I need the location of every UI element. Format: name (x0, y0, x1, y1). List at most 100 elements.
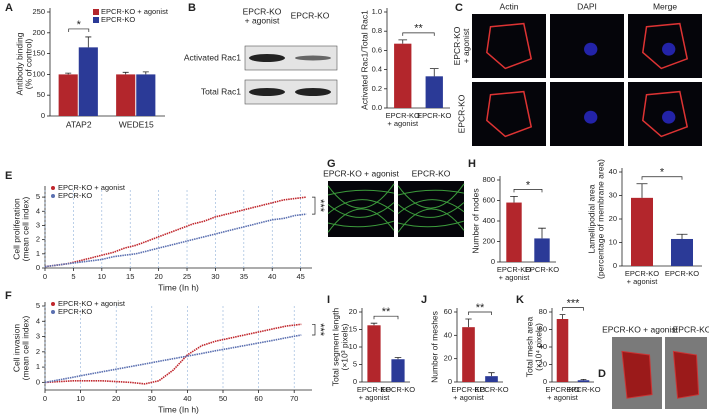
label-line: + agonist (499, 273, 531, 282)
y-tick-label: 1 (36, 362, 40, 371)
y-tick-label: 0 (543, 377, 547, 386)
panel-letter: G (327, 158, 336, 170)
error-bar (85, 36, 92, 48)
x-tick-label: 30 (148, 394, 156, 403)
blot-row-label: Total Rac1 (201, 86, 241, 96)
y-tick-label: 0 (613, 261, 617, 270)
bar (136, 74, 156, 116)
network (327, 208, 395, 233)
y-axis-label: Cell invasion (mean cell index) (11, 315, 30, 380)
bar (577, 380, 590, 382)
label-line: EPCR-KO (381, 385, 415, 394)
label-line: Antibody binding (14, 32, 24, 95)
y-tick-label: 0 (448, 377, 452, 386)
column-label: EPCR-KO (673, 324, 709, 334)
bar (116, 74, 136, 116)
y-tick-label: 0 (41, 111, 45, 120)
y-tick-label: 400 (482, 216, 495, 225)
y-tick-label: 200 (32, 28, 45, 37)
nucleus (662, 42, 676, 56)
nucleus (662, 110, 676, 124)
y-axis-label: Total segment length (×10³ pixels) (330, 308, 349, 387)
significance-bracket (312, 196, 316, 215)
y-axis-label: Cell proliferation (mean cell index) (11, 196, 30, 261)
significance-bracket (312, 323, 316, 336)
blot-band (295, 88, 331, 96)
label-line: + agonist (461, 28, 471, 63)
legend-marker (51, 194, 55, 198)
y-tick-label: 30 (609, 190, 617, 199)
y-tick-label: 2 (36, 235, 40, 244)
significance: ** (414, 23, 423, 35)
y-axis-label: Antibody binding (% of control) (14, 32, 33, 95)
y-tick-label: 20 (609, 214, 617, 223)
x-axis-label: Time (In h) (158, 282, 199, 292)
series-line (44, 196, 307, 268)
column-label: EPCR-KO (412, 168, 451, 178)
significance-bracket (373, 315, 399, 320)
nucleus (584, 110, 598, 124)
bar (391, 359, 405, 382)
label-line: EPCR-KO (243, 6, 282, 16)
legend-label: EPCR-KO (101, 15, 135, 24)
label-line: EPCR-KO (665, 269, 699, 278)
significance-group: *** (314, 199, 326, 213)
legend-marker (51, 302, 55, 306)
error-bar (580, 378, 587, 381)
x-tick-label: 20 (154, 272, 162, 281)
x-tick-label: 50 (219, 394, 227, 403)
x-tick-label: 70 (290, 394, 298, 403)
x-tick-label: 60 (254, 394, 262, 403)
error-bar (370, 322, 378, 326)
y-tick-label: 40 (444, 330, 452, 339)
error-bar (394, 357, 402, 360)
y-axis-label: Number of nodes (470, 188, 480, 253)
error-bar (142, 71, 149, 75)
significance: * (660, 167, 665, 179)
label-line: (% of control) (23, 39, 33, 90)
row-label: EPCR-KO (456, 94, 466, 133)
significance: * (77, 19, 82, 31)
cell-outline (641, 90, 689, 138)
label-line: EPCR-KO (357, 385, 391, 394)
legend-swatch (93, 9, 99, 15)
y-tick-label: 40 (609, 167, 617, 176)
label-line: + agonist (359, 393, 391, 402)
label-line: (×10⁴ pixels) (533, 323, 543, 371)
significance-bracket (513, 189, 543, 193)
legend-label: EPCR-KO + agonist (101, 7, 169, 16)
blot-band (295, 55, 331, 61)
label: ATAP2 (66, 119, 92, 129)
column-label: DAPI (577, 1, 597, 11)
significance-bracket (468, 311, 492, 315)
panel-letter: B (188, 2, 196, 14)
label-line: EPCR-KO (291, 10, 330, 20)
y-tick-label: 20 (444, 354, 452, 363)
bar (506, 202, 522, 262)
label-line: Number of nodes (470, 188, 480, 253)
y-tick-label: 5 (36, 192, 40, 201)
y-tick-label: 10 (349, 342, 357, 351)
y-tick-label: 600 (482, 195, 495, 204)
bar (367, 325, 381, 382)
y-tick-label: 80 (539, 307, 547, 316)
y-axis-label: Lamellipodial area (percentage of membran… (586, 159, 605, 279)
error-bar (559, 314, 566, 319)
bar (671, 238, 693, 266)
y-tick-label: 150 (32, 49, 45, 58)
bar (425, 76, 443, 108)
column-label: EPCR-KO + agonist (323, 168, 399, 178)
x-tick-label: 10 (76, 394, 84, 403)
error-bar (465, 318, 472, 328)
cell-outline (641, 22, 689, 70)
blot-band (249, 54, 285, 62)
panel-letter: E (5, 170, 12, 182)
micrograph (472, 82, 546, 146)
y-tick-label: 5 (353, 359, 357, 368)
label-line: + agonist (453, 393, 485, 402)
y-tick-label: 60 (539, 324, 547, 333)
label-line: (mean cell index) (20, 315, 30, 380)
error-bar (398, 39, 408, 44)
label-line: EPCR-KO (417, 111, 451, 120)
x-tick-label: 15 (126, 272, 134, 281)
